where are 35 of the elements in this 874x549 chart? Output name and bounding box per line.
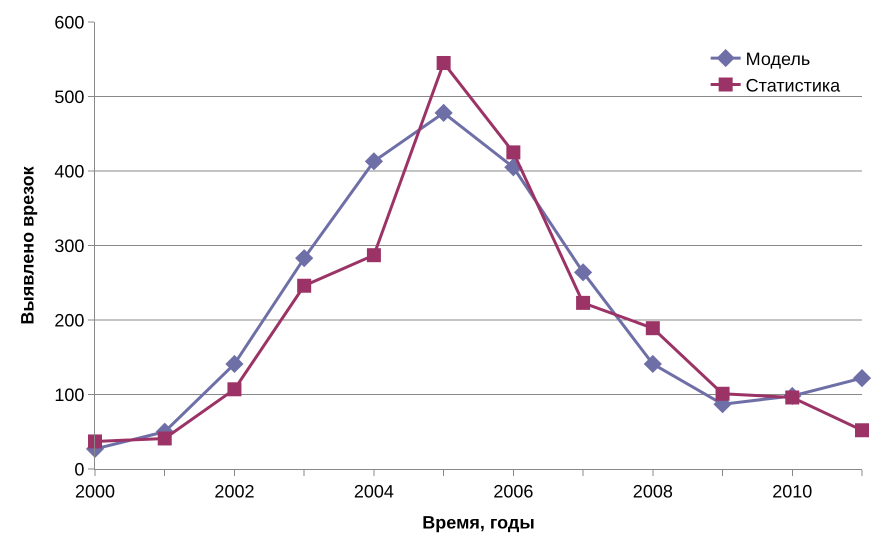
point [855,423,869,438]
point [436,56,451,70]
x-tick-label: 2000 [74,482,116,502]
point [646,321,660,336]
point [574,263,592,282]
point [88,434,102,448]
point [366,248,381,262]
point [225,354,244,374]
legend-label: Модель [746,49,810,70]
point [364,152,384,170]
legend-label: Статистика [746,76,842,96]
y-tick-label: 400 [54,161,84,182]
x-tick-label: 2004 [354,482,394,502]
point [158,431,172,446]
x-axis-title: Время, годы [422,512,535,533]
point [227,382,242,396]
y-tick-label: 600 [54,12,84,32]
point [644,354,662,374]
y-tick-label: 100 [54,384,84,405]
point [295,249,314,268]
y-tick-label: 200 [54,310,84,330]
point [297,278,312,293]
y-tick-label: 500 [54,86,84,107]
x-tick-label: 2008 [632,482,673,502]
y-tick-label: 0 [74,459,84,480]
point [434,104,453,122]
point [852,369,872,388]
point [506,145,520,160]
x-tick-label: 2002 [214,482,254,502]
y-tick-label: 300 [54,236,84,256]
x-tick-label: 2006 [493,482,534,502]
x-tick-label: 2010 [772,482,812,502]
y-axis-title: Выявлено врезок [18,165,38,325]
point [576,296,590,310]
point [716,386,730,401]
